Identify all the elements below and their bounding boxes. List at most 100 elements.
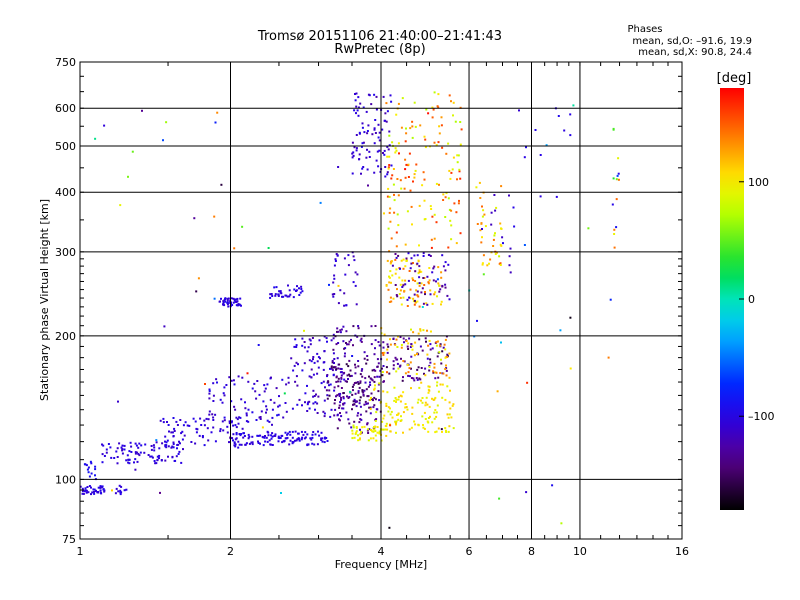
data-point xyxy=(156,458,159,461)
data-point xyxy=(246,372,249,375)
data-point xyxy=(399,283,402,286)
data-point xyxy=(123,448,126,451)
data-point xyxy=(460,128,463,131)
data-point xyxy=(377,383,380,386)
data-point xyxy=(233,405,236,408)
data-point xyxy=(374,434,377,437)
data-point xyxy=(389,270,392,273)
data-point xyxy=(419,345,422,348)
data-point xyxy=(242,436,245,439)
data-point xyxy=(363,357,366,360)
data-point xyxy=(134,442,137,445)
data-point xyxy=(395,231,398,234)
data-point xyxy=(410,367,412,370)
data-point xyxy=(298,398,301,401)
data-point xyxy=(376,431,379,434)
data-point xyxy=(361,368,364,371)
data-point xyxy=(218,300,221,303)
data-point xyxy=(407,163,410,166)
data-point xyxy=(303,346,306,349)
data-point xyxy=(498,255,501,258)
data-point xyxy=(429,348,432,351)
data-point xyxy=(178,450,181,453)
data-point xyxy=(86,486,89,488)
data-point xyxy=(424,418,427,420)
data-point xyxy=(448,352,451,355)
data-point xyxy=(438,290,441,293)
data-point xyxy=(240,398,243,401)
data-point xyxy=(410,355,413,358)
data-point xyxy=(326,397,329,400)
data-point xyxy=(287,381,290,384)
data-point xyxy=(134,458,137,461)
data-point xyxy=(360,430,362,433)
data-point xyxy=(83,463,86,466)
data-point xyxy=(389,220,392,223)
data-point xyxy=(258,416,261,419)
data-point xyxy=(373,426,375,428)
data-point xyxy=(432,267,435,270)
data-point xyxy=(339,331,342,334)
data-point xyxy=(360,145,363,148)
data-point xyxy=(212,394,215,397)
data-point xyxy=(81,487,84,490)
data-point xyxy=(221,401,224,404)
data-point xyxy=(367,432,370,434)
data-point xyxy=(367,402,369,405)
data-point xyxy=(429,415,431,418)
stats-line-o: mean, sd,O: –91.6, 19.9 xyxy=(632,36,752,47)
data-point xyxy=(333,277,336,280)
data-point xyxy=(421,397,424,399)
data-point xyxy=(389,430,392,433)
data-point xyxy=(373,368,376,371)
data-point xyxy=(154,462,157,465)
data-point xyxy=(296,384,299,387)
data-point xyxy=(416,401,419,404)
data-point xyxy=(399,179,402,182)
data-point xyxy=(259,442,261,445)
data-point xyxy=(357,360,360,362)
data-point xyxy=(353,403,356,406)
data-point xyxy=(417,260,420,263)
data-point xyxy=(195,290,198,293)
y-tick-label: 750 xyxy=(55,56,76,69)
data-point xyxy=(420,291,423,294)
data-point xyxy=(195,427,198,430)
data-point xyxy=(271,295,274,297)
data-point xyxy=(395,423,397,426)
data-point xyxy=(306,350,309,353)
data-point xyxy=(483,213,486,216)
data-point xyxy=(404,265,407,268)
data-point xyxy=(251,411,254,414)
data-point xyxy=(539,195,542,198)
data-point xyxy=(417,332,420,335)
data-point xyxy=(323,399,326,402)
data-point xyxy=(336,357,339,360)
data-point xyxy=(347,397,350,399)
data-point xyxy=(399,289,402,292)
data-point xyxy=(413,303,416,306)
data-point xyxy=(97,486,100,489)
data-point xyxy=(310,376,313,379)
data-point xyxy=(114,492,117,495)
data-point xyxy=(437,141,440,144)
data-point xyxy=(388,281,391,284)
data-point xyxy=(120,485,123,488)
data-point xyxy=(411,348,414,351)
data-point xyxy=(499,222,502,225)
y-tick-label: 500 xyxy=(55,140,76,153)
data-point xyxy=(451,404,454,407)
data-point xyxy=(482,209,485,212)
data-point xyxy=(374,347,376,350)
data-point xyxy=(347,343,350,346)
data-point xyxy=(447,430,450,433)
data-point xyxy=(368,406,371,409)
data-point xyxy=(247,433,250,436)
data-point xyxy=(334,366,337,369)
data-point xyxy=(400,395,403,398)
data-point xyxy=(355,400,358,403)
data-point xyxy=(422,171,425,174)
data-point xyxy=(418,305,421,308)
data-point xyxy=(382,380,385,383)
data-point xyxy=(369,437,372,440)
